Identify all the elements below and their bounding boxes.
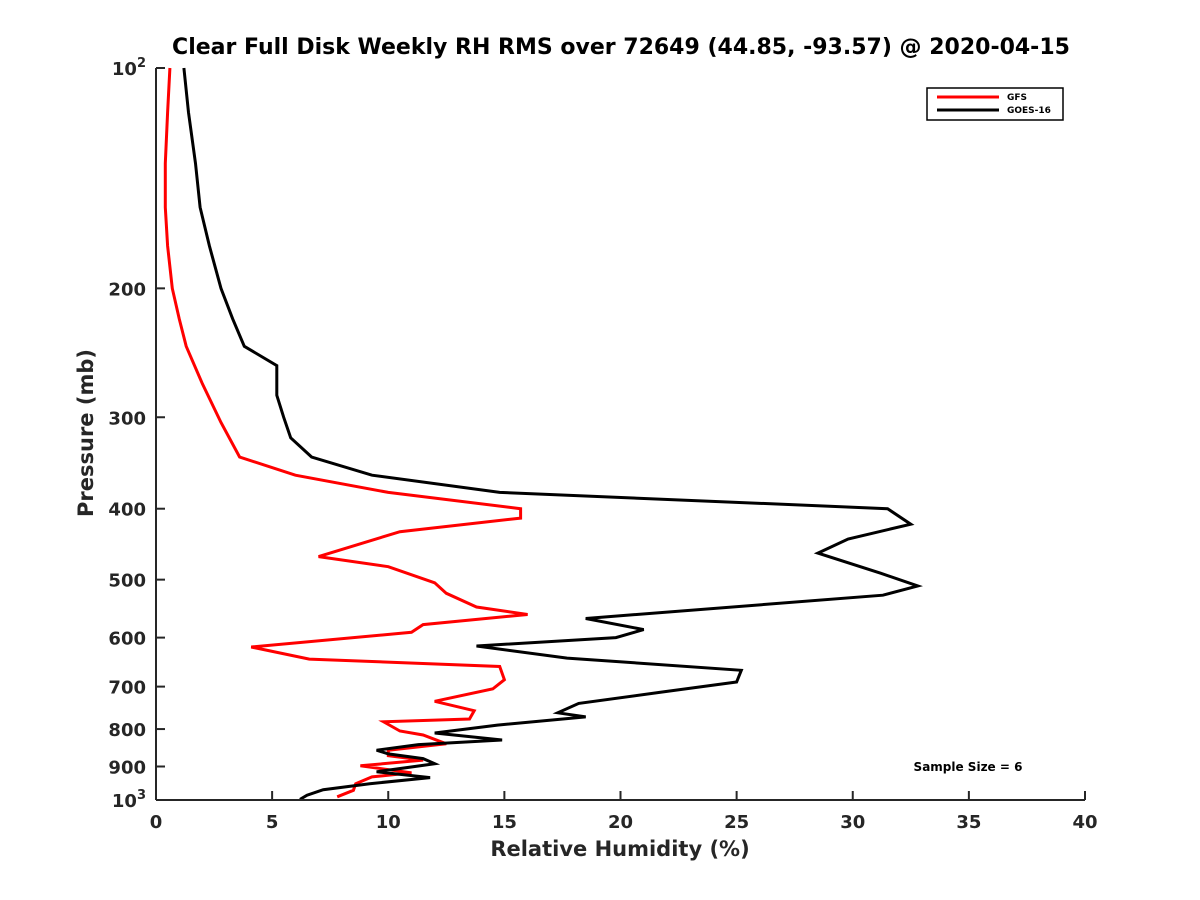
y-axis-title: Pressure (mb) xyxy=(74,349,98,517)
y-tick-label: 900 xyxy=(108,758,146,779)
y-tick-label: 102 xyxy=(112,56,146,80)
plot-axes xyxy=(155,68,1085,801)
chart-title: Clear Full Disk Weekly RH RMS over 72649… xyxy=(172,35,1070,60)
legend: GFS GOES-16 xyxy=(926,87,1064,121)
x-tick-label: 40 xyxy=(1072,812,1097,833)
x-axis-ticks: 0 5 10 15 20 25 30 35 40 xyxy=(150,791,1098,833)
y-tick-label: 200 xyxy=(108,279,146,300)
x-tick-label: 25 xyxy=(724,812,749,833)
legend-box xyxy=(926,87,1064,121)
y-tick-label: 400 xyxy=(108,500,146,521)
y-tick-label: 300 xyxy=(108,408,146,429)
x-tick-label: 20 xyxy=(608,812,633,833)
y-axis-ticks: 102 200 300 400 500 600 700 800 900 103 xyxy=(108,56,165,812)
series-line-gfs xyxy=(163,67,528,799)
legend-label: GOES-16 xyxy=(1007,106,1051,116)
plot-lines xyxy=(163,67,923,801)
x-tick-label: 0 xyxy=(150,812,163,833)
x-tick-label: 30 xyxy=(840,812,865,833)
x-tick-label: 15 xyxy=(492,812,517,833)
x-tick-label: 10 xyxy=(376,812,401,833)
legend-label: GFS xyxy=(1007,93,1027,103)
y-tick-label: 103 xyxy=(112,788,146,812)
y-tick-label: 700 xyxy=(108,678,146,699)
x-axis-title: Relative Humidity (%) xyxy=(490,837,749,861)
series-line-goes-16 xyxy=(182,67,923,801)
y-tick-label: 500 xyxy=(108,571,146,592)
y-tick-label: 600 xyxy=(108,629,146,650)
sample-size-annotation: Sample Size = 6 xyxy=(914,760,1023,774)
y-tick-label: 800 xyxy=(108,720,146,741)
x-tick-label: 35 xyxy=(956,812,981,833)
x-tick-label: 5 xyxy=(266,812,279,833)
